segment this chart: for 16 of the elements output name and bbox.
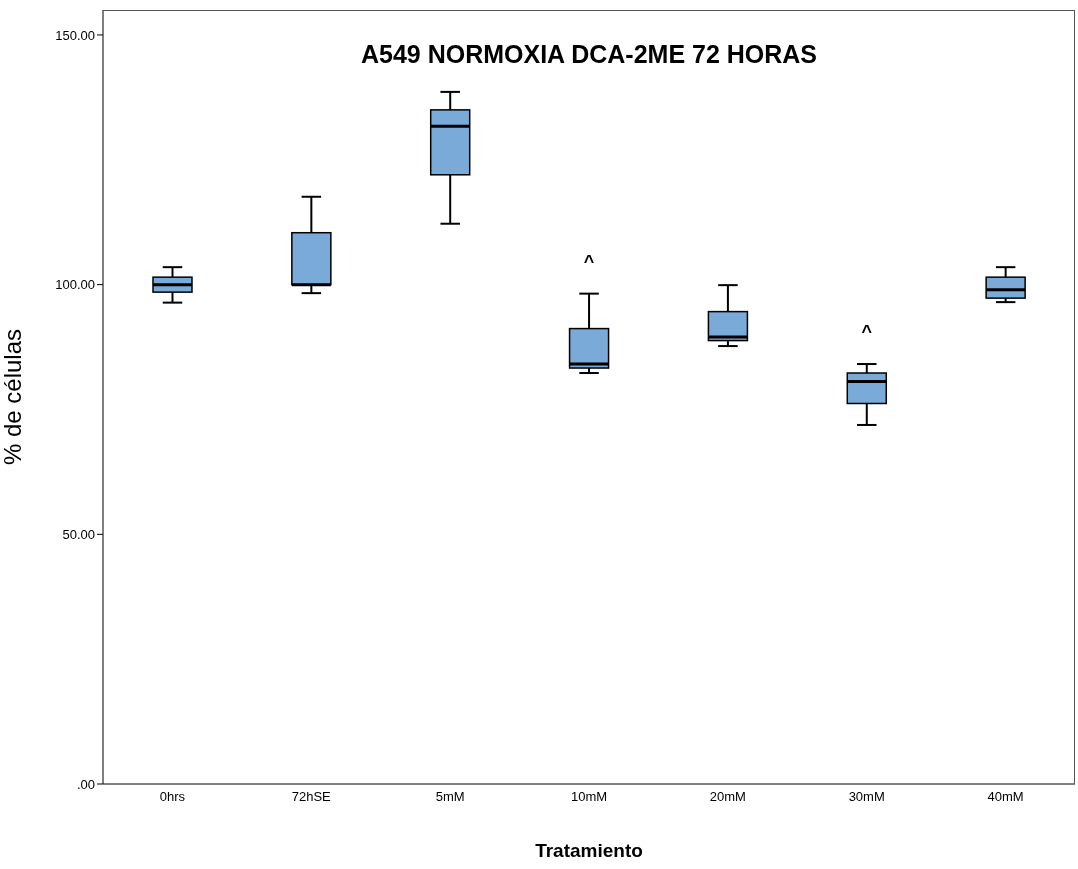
annotation: ^ (861, 322, 873, 342)
x-tick-label: 72hSE (291, 789, 332, 805)
x-tick-label: 20mM (709, 789, 746, 805)
x-tick-label: 10mM (570, 789, 608, 805)
y-tick-label: 50.00 (62, 526, 95, 542)
y-tick-label: .00 (76, 776, 95, 792)
x-tick-label: 0hrs (159, 789, 186, 805)
x-axis-title: Tratamiento (535, 840, 643, 861)
y-tick-label: 150.00 (55, 27, 95, 43)
y-tick-label: 100.00 (55, 277, 95, 293)
y-axis-title: % de células (0, 328, 26, 466)
text: A549 NORMOXIA DCA-2ME 72 HORAS (359, 40, 819, 69)
x-tick-label: 5mM (435, 789, 465, 805)
annotation: ^ (583, 252, 595, 272)
x-tick-label: 40mM (987, 789, 1024, 805)
x-tick-label: 30mM (848, 789, 885, 805)
